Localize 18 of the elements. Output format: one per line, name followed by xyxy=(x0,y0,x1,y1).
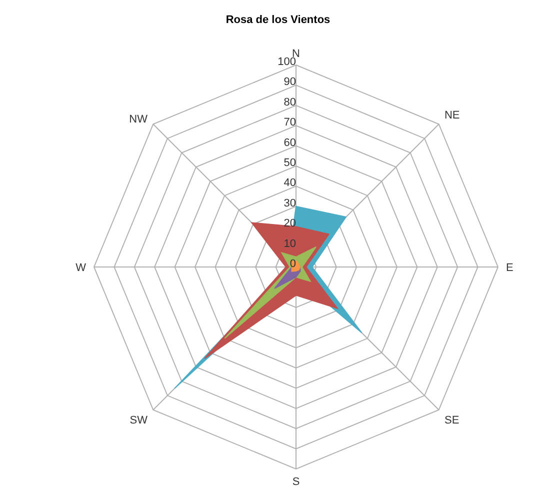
spoke-label: E xyxy=(506,262,514,274)
spoke-label: NE xyxy=(444,110,460,122)
y-tick-label: 90 xyxy=(284,76,296,88)
chart-title: Rosa de los Vientos xyxy=(224,14,332,26)
spoke-label: SE xyxy=(444,414,460,426)
spoke-label: W xyxy=(76,262,87,274)
y-tick-label: 70 xyxy=(284,116,296,129)
y-tick-label: 30 xyxy=(284,197,296,210)
y-tick-label: 10 xyxy=(284,238,296,250)
spoke-label: S xyxy=(292,476,300,488)
y-tick-label: 50 xyxy=(284,157,296,169)
y-tick-label: 100 xyxy=(278,56,296,68)
y-tick-label: 40 xyxy=(284,177,296,190)
y-tick-label: 60 xyxy=(284,136,296,149)
spoke-label: SW xyxy=(130,414,148,426)
y-tick-label: 0 xyxy=(290,258,296,270)
spoke-label: NW xyxy=(129,113,148,126)
y-tick-label: 80 xyxy=(284,96,296,108)
